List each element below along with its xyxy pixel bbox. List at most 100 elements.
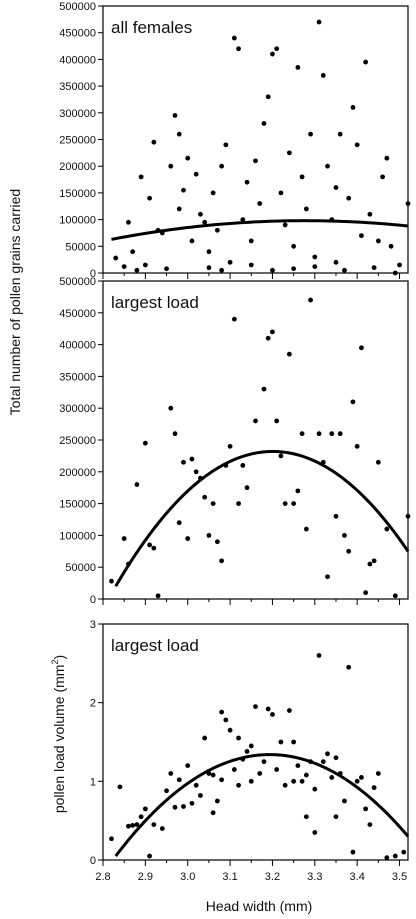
- y-tick-label-all-females: 400000: [59, 54, 96, 66]
- data-point-all-females: [333, 259, 339, 265]
- data-point-largest-load-count: [337, 431, 343, 437]
- data-point-largest-load-volume: [189, 800, 195, 806]
- data-point-largest-load-count: [185, 536, 191, 541]
- data-point-all-females: [270, 51, 275, 57]
- y-axis-title-top: Total number of pollen grains carried: [7, 189, 23, 415]
- data-point-largest-load-volume: [270, 712, 275, 717]
- data-point-largest-load-count: [189, 456, 195, 462]
- data-point-largest-load-count: [371, 558, 377, 564]
- data-point-largest-load-count: [329, 431, 335, 437]
- y-tick-label-largest-load-count: 150000: [59, 499, 96, 511]
- y-tick-label-largest-load-count: 500000: [59, 276, 96, 288]
- data-point-largest-load-count: [282, 501, 288, 506]
- data-point-all-females: [147, 195, 152, 201]
- data-point-largest-load-volume: [231, 767, 237, 772]
- data-point-largest-load-count: [214, 539, 220, 545]
- y-axis-title-bottom: pollen load volume (mm2): [50, 655, 67, 813]
- data-point-all-females: [126, 219, 131, 225]
- data-point-largest-load-volume: [342, 798, 347, 804]
- data-point-all-females: [227, 259, 233, 265]
- data-point-largest-load-volume: [248, 778, 254, 784]
- data-point-all-females: [172, 113, 178, 118]
- data-point-largest-load-volume: [210, 772, 216, 778]
- data-point-all-females: [223, 142, 229, 148]
- data-point-largest-load-count: [270, 329, 275, 335]
- data-point-all-females: [392, 270, 398, 276]
- data-point-largest-load-count: [121, 536, 127, 541]
- data-point-largest-load-volume: [202, 735, 208, 741]
- data-point-all-females: [367, 211, 373, 217]
- plot-frame-largest-load-count: [102, 280, 409, 600]
- data-point-largest-load-volume: [325, 751, 330, 757]
- data-point-largest-load-count: [193, 469, 199, 475]
- data-point-largest-load-volume: [147, 853, 152, 859]
- data-point-all-females: [320, 73, 326, 78]
- data-point-all-females: [113, 255, 119, 261]
- data-point-all-females: [236, 46, 241, 52]
- data-point-largest-load-volume: [159, 826, 165, 831]
- data-point-largest-load-volume: [295, 763, 301, 768]
- data-point-largest-load-volume: [248, 743, 254, 749]
- panel-all-females: 0 50000 100000 150000 200000 250000 300000 3500…: [59, 1, 411, 280]
- y-tick-label-largest-load-count: 50000: [65, 562, 96, 574]
- y-title-bottom-text: pollen load volume (mm: [51, 665, 67, 814]
- data-point-largest-load-volume: [401, 849, 407, 855]
- y-tick-label-largest-load-volume: 1: [90, 776, 96, 788]
- data-point-largest-load-volume: [134, 822, 140, 827]
- data-point-largest-load-volume: [312, 830, 318, 835]
- data-point-all-females: [206, 265, 212, 271]
- data-point-all-females: [282, 222, 288, 228]
- y-tick-label-largest-load-count: 300000: [59, 403, 96, 415]
- data-point-largest-load-count: [244, 485, 250, 491]
- data-point-largest-load-count: [176, 520, 182, 526]
- panel-largest-load-count: 0 50000 100000 150000 200000 250000 300000 3500…: [59, 276, 411, 606]
- y-tick-label-largest-load-count: 100000: [59, 530, 96, 542]
- data-point-all-females: [219, 267, 225, 273]
- y-tick-label-largest-load-volume: 3: [90, 619, 96, 631]
- data-point-all-females: [380, 174, 385, 180]
- data-point-all-females: [295, 65, 301, 70]
- data-point-all-females: [164, 266, 169, 272]
- data-point-largest-load-count: [265, 335, 271, 341]
- data-point-largest-load-count: [142, 440, 148, 446]
- fit-curve-all-females: [111, 219, 409, 241]
- x-tick-label: 3.1: [222, 871, 237, 883]
- plot-frame-largest-load-volume: [102, 623, 409, 861]
- data-point-largest-load-count: [181, 459, 186, 465]
- data-point-all-females: [240, 217, 246, 223]
- y-tick-label-largest-load-volume: 0: [90, 855, 96, 867]
- data-point-all-females: [198, 211, 203, 217]
- y-tick-label-largest-load-volume: 2: [90, 698, 96, 710]
- data-point-all-females: [325, 163, 330, 169]
- data-point-all-females: [342, 267, 347, 273]
- data-point-all-females: [312, 264, 318, 269]
- data-point-largest-load-count: [342, 533, 347, 538]
- data-point-all-females: [134, 267, 140, 273]
- data-point-all-females: [278, 190, 284, 196]
- data-point-largest-load-volume: [333, 755, 339, 761]
- data-point-all-females: [151, 139, 157, 145]
- y-tick-label-all-females: 250000: [59, 135, 96, 147]
- data-point-all-females: [291, 243, 297, 249]
- data-point-largest-load-volume: [109, 836, 114, 842]
- data-point-all-females: [185, 155, 191, 161]
- data-point-all-females: [405, 201, 411, 206]
- data-point-largest-load-count: [206, 533, 212, 538]
- data-point-largest-load-volume: [299, 778, 305, 784]
- data-point-largest-load-volume: [333, 814, 339, 820]
- data-point-largest-load-count: [231, 316, 237, 322]
- data-point-largest-load-count: [151, 545, 157, 551]
- data-point-all-females: [291, 266, 297, 272]
- data-point-all-females: [248, 238, 254, 244]
- data-point-largest-load-count: [274, 418, 280, 424]
- data-point-largest-load-volume: [329, 775, 335, 780]
- x-tick-label: 3.3: [307, 871, 322, 883]
- data-point-largest-load-volume: [176, 777, 182, 783]
- data-point-largest-load-volume: [193, 782, 199, 788]
- data-point-largest-load-count: [367, 561, 373, 567]
- fit-curve-largest-load-volume: [114, 753, 410, 857]
- data-point-largest-load-count: [286, 351, 292, 357]
- data-point-largest-load-count: [227, 443, 233, 449]
- data-point-largest-load-count: [392, 593, 398, 599]
- data-point-all-females: [346, 195, 352, 201]
